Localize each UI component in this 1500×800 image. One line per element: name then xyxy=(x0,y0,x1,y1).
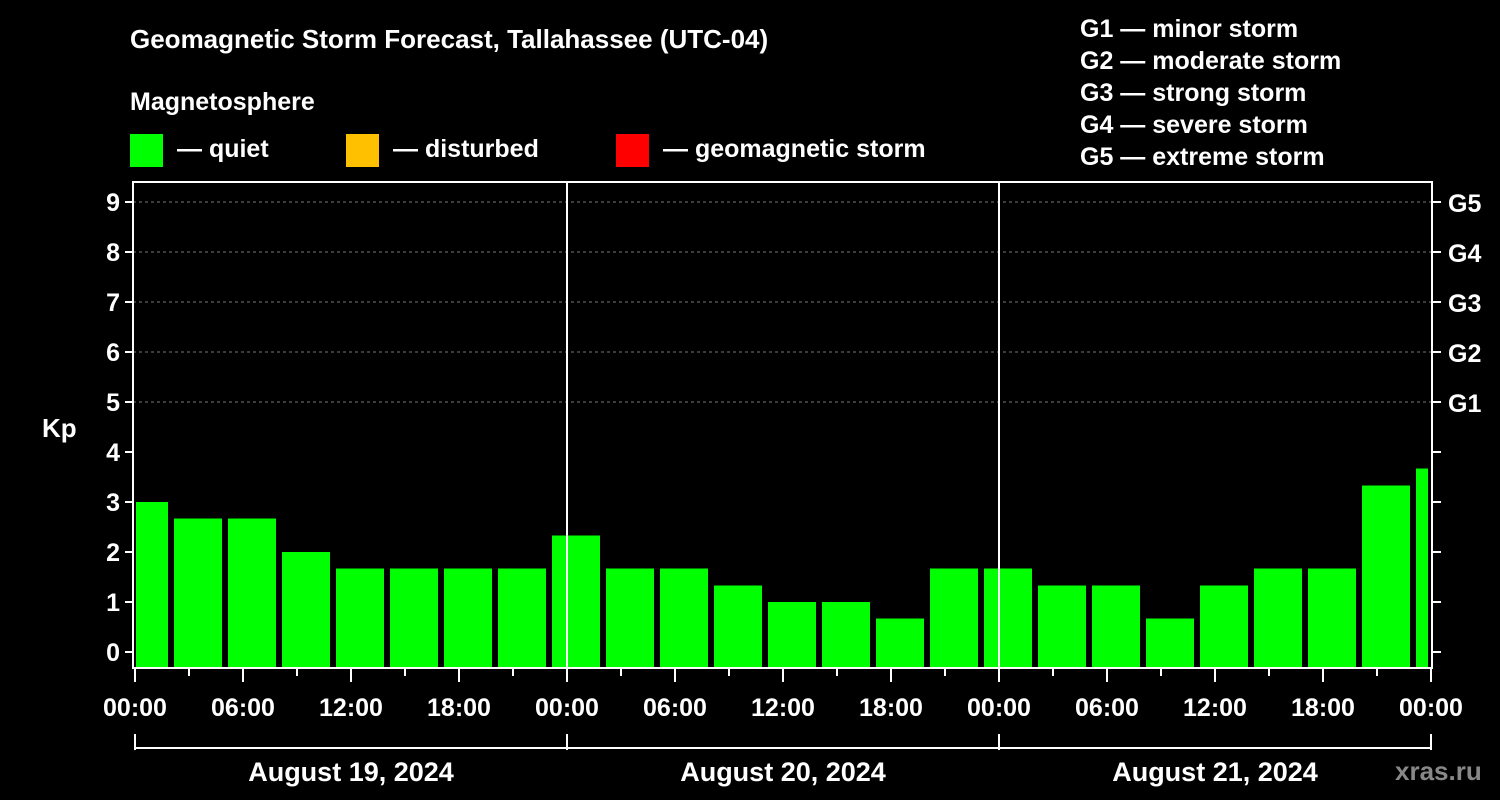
legend-swatch xyxy=(130,134,163,167)
plot-area: 0 1 2 3 4 5 6 7 8 9 G1 G2 G3 G4 G5 00:00 06:00 12:00 18:00… xyxy=(103,181,1481,787)
g-scale-label: G5 xyxy=(1448,190,1481,218)
y-tick-label: 4 xyxy=(106,439,120,467)
y-tick-label: 1 xyxy=(106,589,120,617)
x-tick-label: 06:00 xyxy=(643,694,707,722)
legend-label: — quiet xyxy=(177,135,269,163)
y-tick-label: 0 xyxy=(106,639,120,667)
kp-bar xyxy=(390,568,438,668)
storm-scale-item: G2 — moderate storm xyxy=(1080,47,1341,75)
y-tick-label: 9 xyxy=(106,189,120,217)
g-scale-label: G3 xyxy=(1448,290,1481,318)
x-tick-label: 18:00 xyxy=(1291,694,1355,722)
x-tick-label: 12:00 xyxy=(1183,694,1247,722)
storm-scale-legend: G1 — minor storm G2 — moderate storm G3 — … xyxy=(1080,15,1341,171)
kp-bar xyxy=(876,618,924,668)
g-scale-label: G2 xyxy=(1448,340,1481,368)
kp-bar xyxy=(498,568,546,668)
chart-title: Geomagnetic Storm Forecast, Tallahassee … xyxy=(130,24,768,54)
kp-bar xyxy=(336,568,384,668)
y-tick-label: 2 xyxy=(106,539,120,567)
kp-bar xyxy=(930,568,978,668)
kp-bar xyxy=(282,552,330,668)
kp-bar xyxy=(1308,568,1356,668)
kp-bar xyxy=(606,568,654,668)
kp-bar xyxy=(1362,485,1410,668)
x-tick-label: 00:00 xyxy=(535,694,599,722)
y-axis-label: Kp xyxy=(42,413,77,443)
kp-bar xyxy=(1416,468,1428,668)
kp-bar xyxy=(1038,585,1086,668)
legend-label: — geomagnetic storm xyxy=(663,135,926,163)
x-tick-label: 00:00 xyxy=(1399,694,1463,722)
kp-bar xyxy=(1254,568,1302,668)
kp-bar xyxy=(1146,618,1194,668)
kp-bar xyxy=(552,535,600,668)
x-tick-label: 12:00 xyxy=(751,694,815,722)
watermark: xras.ru xyxy=(1395,756,1482,786)
x-tick-label: 00:00 xyxy=(103,694,167,722)
legend: — quiet — disturbed — geomagnetic storm xyxy=(130,134,926,167)
legend-swatch xyxy=(346,134,379,167)
kp-bar xyxy=(228,518,276,668)
chart-subtitle: Magnetosphere xyxy=(130,88,315,116)
kp-bar xyxy=(660,568,708,668)
y-tick-label: 6 xyxy=(106,339,120,367)
x-tick-label: 06:00 xyxy=(1075,694,1139,722)
kp-bar xyxy=(136,502,168,668)
storm-scale-item: G5 — extreme storm xyxy=(1080,143,1325,171)
date-label: August 21, 2024 xyxy=(1112,757,1318,787)
kp-bar xyxy=(444,568,492,668)
kp-bar xyxy=(174,518,222,668)
kp-bar xyxy=(714,585,762,668)
x-tick-label: 12:00 xyxy=(319,694,383,722)
kp-bar xyxy=(768,602,816,668)
y-tick-label: 8 xyxy=(106,239,120,267)
storm-scale-item: G3 — strong storm xyxy=(1080,79,1306,107)
y-tick-label: 3 xyxy=(106,489,120,517)
x-tick-label: 06:00 xyxy=(211,694,275,722)
kp-bar xyxy=(1092,585,1140,668)
legend-label: — disturbed xyxy=(393,135,539,163)
storm-scale-item: G4 — severe storm xyxy=(1080,111,1308,139)
y-tick-label: 5 xyxy=(106,389,120,417)
kp-bar xyxy=(822,602,870,668)
g-scale-label: G4 xyxy=(1448,240,1481,268)
kp-bar xyxy=(1200,585,1248,668)
kp-bar xyxy=(984,568,1032,668)
x-tick-label: 18:00 xyxy=(427,694,491,722)
date-label: August 19, 2024 xyxy=(248,757,454,787)
g-scale-label: G1 xyxy=(1448,390,1481,418)
legend-swatch xyxy=(616,134,649,167)
x-tick-label: 00:00 xyxy=(967,694,1031,722)
date-label: August 20, 2024 xyxy=(680,757,886,787)
storm-scale-item: G1 — minor storm xyxy=(1080,15,1298,43)
y-tick-label: 7 xyxy=(106,289,120,317)
x-tick-label: 18:00 xyxy=(859,694,923,722)
